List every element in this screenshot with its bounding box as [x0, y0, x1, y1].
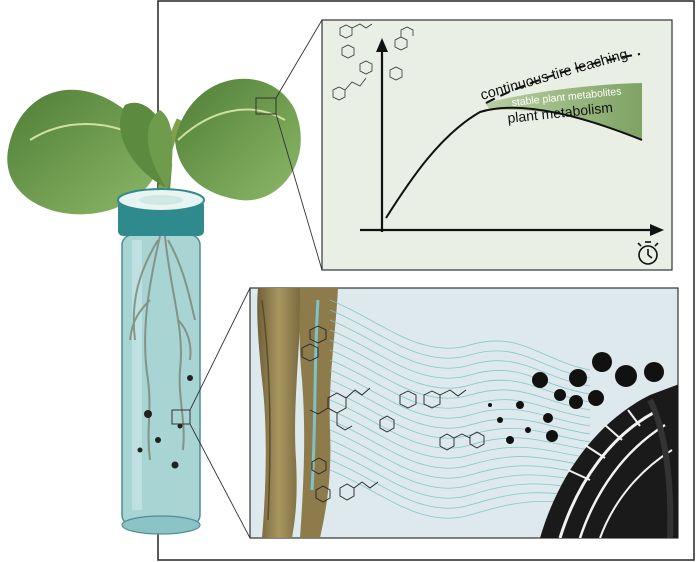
stopwatch-icon [637, 241, 659, 265]
right-leaf [175, 78, 301, 201]
tire-particles [488, 352, 664, 444]
leachate-stream [329, 299, 591, 519]
graph-panel: continuous tire leaching stable plant me… [321, 19, 673, 271]
zoom-panel [249, 287, 679, 539]
tire-leaching-curve [485, 53, 641, 104]
seedling-icon [7, 78, 301, 215]
molecule-icon [332, 23, 414, 101]
root-strand [299, 288, 338, 538]
leaf-zoom-box [255, 97, 277, 115]
test-tube-icon [117, 188, 205, 535]
tube-zoom-box [171, 409, 191, 425]
plant-metabolism-curve [385, 106, 643, 219]
tire-icon [540, 384, 678, 538]
stable-metabolite-band [485, 83, 642, 140]
molecule-icon [301, 325, 485, 503]
root-strand [257, 288, 301, 538]
